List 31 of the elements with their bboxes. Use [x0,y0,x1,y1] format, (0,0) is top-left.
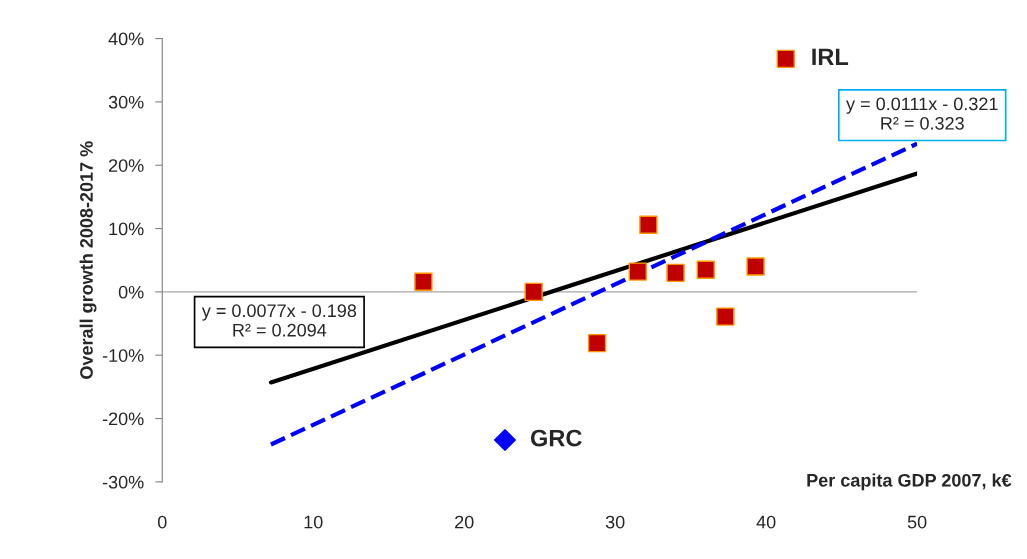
point [493,429,516,452]
point [666,263,685,283]
y-axis-title: Overall growth 2008-2017 % [79,141,97,379]
point [628,262,648,281]
y-tick-label: 40% [108,32,144,46]
point [524,282,543,302]
x-tick-label: 20 [455,515,474,529]
annotation: y = 0.0077x - 0.198 R² = 0.2094 [201,304,357,337]
x-axis-title: Per capita GDP 2007, k€ [807,473,1012,491]
point [639,215,658,234]
annotation: y = 0.0111x - 0.321 R² = 0.323 [846,97,998,130]
point [587,333,607,353]
y-tick-label: 30% [108,95,144,109]
x-tick-label: 30 [605,515,625,529]
x-tick-label: 0 [157,515,167,529]
point [414,272,433,291]
y-tick-label: -10% [102,349,144,362]
annotation: GRC [530,429,582,447]
x-tick-label: 40 [756,515,776,529]
annotation: IRL [812,48,849,65]
y-tick-label: 20% [108,159,144,172]
x-tick-label: 50 [907,515,927,529]
y-tick-label: -30% [102,475,144,489]
point [776,49,795,69]
point [696,260,715,279]
y-tick-label: -20% [102,412,144,426]
point [746,257,765,276]
y-tick-label: 10% [109,222,144,236]
x-tick-label: 10 [304,515,323,529]
y-tick-label: 0% [118,285,144,299]
point [716,307,735,326]
